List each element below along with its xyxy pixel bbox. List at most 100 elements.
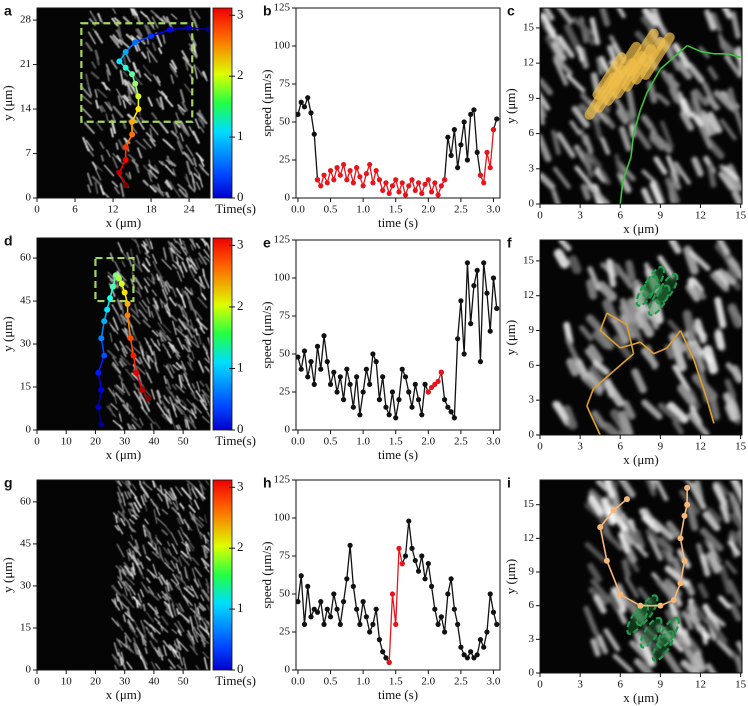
fiber (147, 171, 153, 183)
fiber (169, 66, 179, 78)
trajectory-point (107, 295, 114, 302)
speed-point (435, 378, 441, 384)
x-axis-label: x (μm) (623, 452, 659, 467)
fiber (119, 565, 132, 577)
fiber (155, 534, 159, 545)
fiber (138, 566, 143, 575)
fiber (616, 8, 626, 19)
x-tick-label: 0.5 (324, 676, 338, 688)
y-tick-label: 125 (274, 234, 291, 246)
speed-point (331, 369, 337, 375)
rod (592, 52, 627, 100)
panel: 0 3 6 9 12 15 0 3 6 9 12 15 x (μm) y (μm) i (503, 475, 747, 705)
speed-point (305, 95, 311, 101)
y-tick-label: 0 (529, 429, 535, 441)
speed-point (432, 606, 438, 612)
fiber (627, 322, 641, 338)
fiber (117, 486, 123, 497)
fiber (181, 50, 190, 63)
fiber (144, 337, 149, 344)
speed-point (468, 321, 474, 327)
speed-point (296, 111, 301, 117)
fiber (167, 548, 173, 557)
fiber (130, 278, 135, 289)
speed-point (435, 621, 441, 628)
speed-point (481, 260, 487, 266)
fiber (149, 571, 156, 579)
fiber (706, 507, 722, 523)
x-tick-label: 2.0 (421, 204, 435, 216)
fiber (596, 56, 604, 76)
fiber (187, 630, 194, 641)
trajectory-segment (189, 26, 209, 31)
fiber (116, 652, 124, 662)
speed-point (347, 542, 353, 548)
trajectory-segment (619, 593, 641, 607)
fiber (193, 391, 196, 400)
fiber (111, 156, 119, 169)
speed-point (376, 397, 383, 403)
fiber (117, 95, 122, 106)
y-tick-label: 100 (274, 40, 291, 52)
y-axis-label: y (μm) (503, 559, 518, 595)
fiber (168, 643, 176, 658)
trajectory-point (129, 118, 136, 125)
panel-letter: b (263, 3, 272, 19)
speed-point (422, 381, 428, 387)
axes-frame (539, 479, 743, 674)
fiber (154, 361, 158, 372)
fiber (159, 96, 165, 110)
speed-point (389, 183, 396, 189)
speed-point (438, 614, 444, 620)
x-tick-label: 24 (184, 204, 196, 216)
rod-outline (656, 616, 680, 649)
fiber (103, 164, 115, 177)
speed-point (425, 389, 431, 395)
fiber (552, 166, 571, 189)
fiber (201, 558, 208, 569)
fiber (116, 543, 125, 558)
fiber (175, 499, 179, 511)
fiber (125, 368, 136, 381)
fiber (133, 87, 138, 97)
plot-area (540, 480, 742, 673)
texture (106, 238, 210, 430)
fiber (91, 161, 98, 170)
fiber (679, 110, 694, 131)
x-tick-label: 0.5 (324, 204, 338, 216)
speed-point (380, 187, 386, 193)
y-tick-label: 21 (20, 58, 31, 70)
fiber (627, 529, 645, 549)
x-tick-label: 3.0 (487, 436, 501, 448)
fiber (734, 111, 742, 136)
fiber (114, 343, 120, 352)
fiber (153, 164, 159, 173)
trajectory-point (101, 318, 108, 325)
fiber (145, 24, 152, 35)
speed-point (412, 381, 418, 387)
fiber (129, 8, 138, 17)
speed-point (474, 267, 480, 273)
plot-area (296, 8, 500, 198)
fiber (719, 503, 730, 524)
fiber (87, 31, 96, 45)
fiber (123, 404, 134, 417)
fiber (186, 398, 194, 407)
trajectory-segment (679, 560, 686, 584)
fiber (155, 32, 163, 48)
speed-point (311, 131, 317, 137)
fiber (723, 165, 740, 181)
fiber (115, 142, 119, 150)
speed-point (357, 621, 363, 628)
fiber (154, 421, 161, 430)
fiber (188, 33, 194, 44)
fiber (121, 279, 129, 288)
fiber (191, 178, 197, 191)
fiber (117, 596, 124, 610)
fiber (161, 258, 172, 270)
rod (640, 32, 675, 80)
speed-point (354, 606, 360, 612)
fiber (190, 244, 194, 251)
fiber (556, 132, 576, 159)
